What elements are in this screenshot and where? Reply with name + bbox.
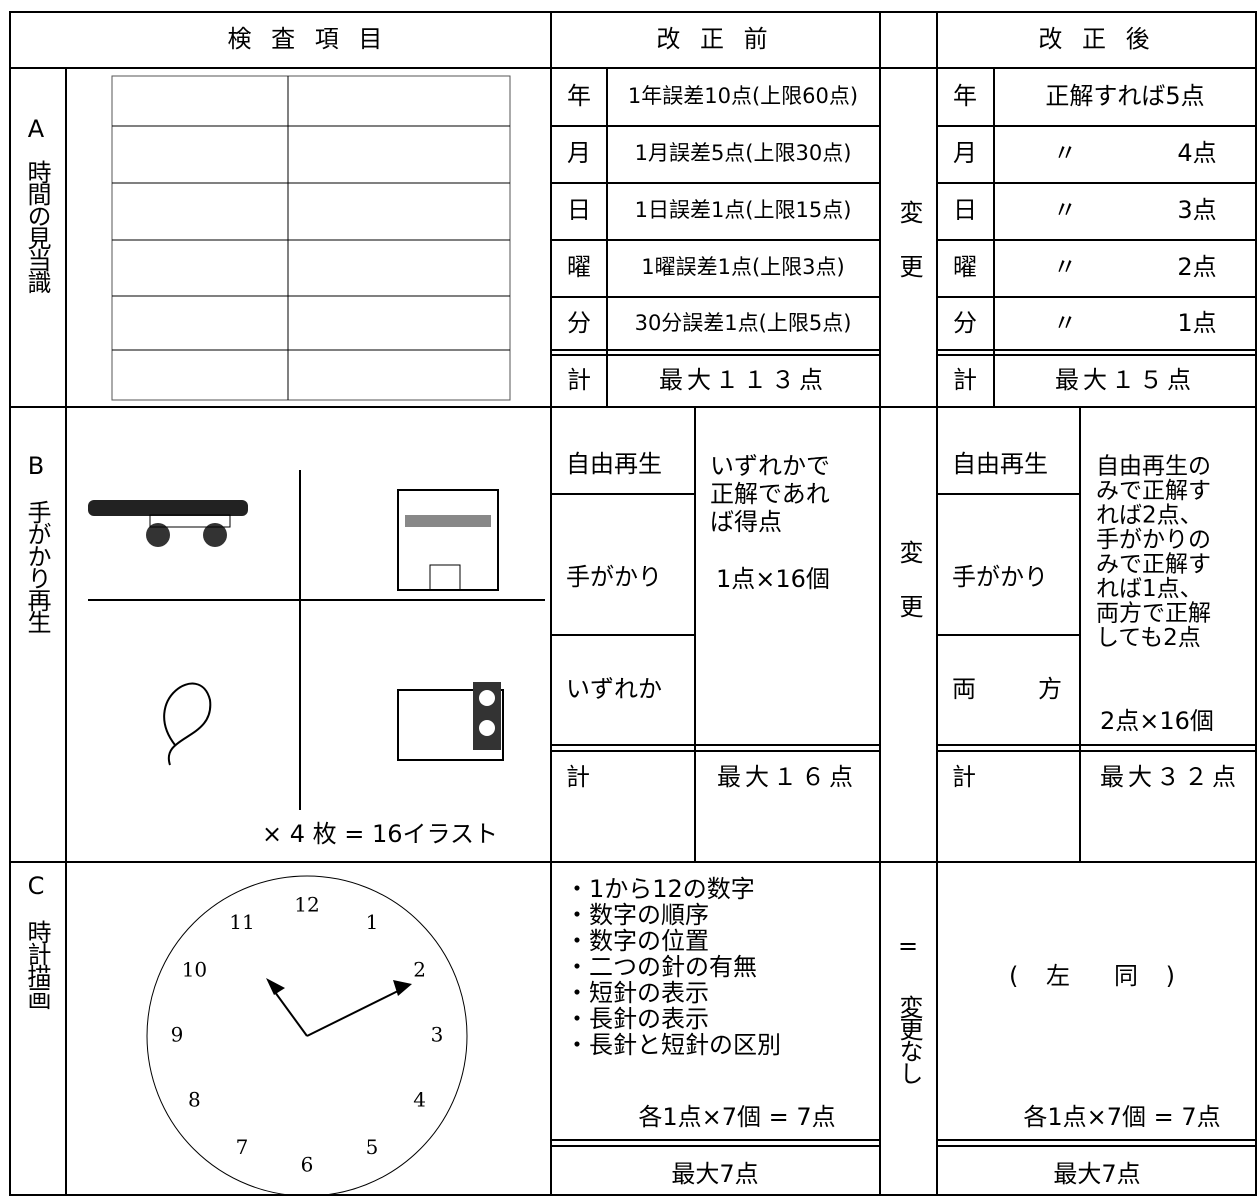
rule: しても2点 <box>1096 625 1201 651</box>
row-key: 年 <box>567 82 591 110</box>
rule: ば得点 <box>710 508 782 536</box>
row-key: 日 <box>567 196 591 224</box>
header: 検 査 項 目 <box>228 25 389 53</box>
ditto: 〃 <box>1053 309 1077 337</box>
section-label: C <box>28 872 45 900</box>
mode: いずれか <box>566 675 662 703</box>
row-text: 1点 <box>1177 309 1216 337</box>
clock-number: 8 <box>188 1088 201 1112</box>
total-text: 最大7点 <box>1053 1160 1140 1188</box>
criterion: ・数字の順序 <box>565 901 709 929</box>
row-key: 年 <box>953 82 977 110</box>
ditto: 〃 <box>1053 139 1077 167</box>
row-text: 4点 <box>1177 139 1216 167</box>
rule: 自由再生の <box>1096 454 1211 480</box>
clock-number: 4 <box>413 1088 426 1112</box>
criterion: ・短針の表示 <box>565 979 709 1007</box>
change-note: 変更なし <box>895 995 923 1084</box>
row-text: 30分誤差1点(上限5点) <box>635 311 852 335</box>
change-note: 変更 <box>895 540 923 648</box>
clock-number: 2 <box>413 958 426 982</box>
rule: 手がかりの <box>1096 527 1211 553</box>
illustrations <box>88 470 545 1196</box>
change-note: 変更 <box>895 200 923 308</box>
clock-number: 10 <box>182 958 207 982</box>
clock-number: 12 <box>294 893 319 917</box>
row-text: 1曜誤差1点(上限3点) <box>641 255 844 279</box>
total-key: 計 <box>567 366 591 394</box>
section-name: 時間の見当識 <box>23 160 51 294</box>
total-text: 最大１６点 <box>717 763 857 791</box>
rule: 正解であれ <box>710 480 830 508</box>
criterion: ・1から12の数字 <box>565 875 755 903</box>
rule: みで正解す <box>1096 478 1211 504</box>
unit: 2点×16個 <box>1100 707 1214 735</box>
total-text: 最大１１３点 <box>659 366 827 394</box>
header: 改 正 後 <box>1038 25 1155 53</box>
total-text: 最大7点 <box>671 1160 758 1188</box>
rule: いずれかで <box>710 452 830 480</box>
sum: 各1点×7個 = 7点 <box>638 1103 835 1131</box>
after-note: ( 左 同 ) <box>1009 962 1185 990</box>
row-text: 1年誤差10点(上限60点) <box>628 84 858 108</box>
section-name: 時計描画 <box>23 920 51 1010</box>
criterion: ・長針の表示 <box>565 1005 709 1033</box>
clock-number: 6 <box>301 1153 314 1177</box>
clock-number: 3 <box>431 1023 444 1047</box>
row-text: 3点 <box>1177 196 1216 224</box>
vertical-labels: 時間の見当識 手がかり再生 時計描画 変更 変更 変更なし <box>23 160 923 1084</box>
row-key: 曜 <box>567 253 591 281</box>
clock-number: 1 <box>366 910 379 934</box>
mode: 自由再生 <box>566 450 662 478</box>
mode: 手がかり <box>952 563 1048 591</box>
section-label: B <box>28 452 44 480</box>
grid <box>9 11 1257 1196</box>
mini-table-image <box>111 75 511 401</box>
row-key: 月 <box>953 139 977 167</box>
ditto: 〃 <box>1053 253 1077 281</box>
row-text: 2点 <box>1177 253 1216 281</box>
change-note: = <box>898 932 918 960</box>
total-key: 計 <box>566 763 590 791</box>
ditto: 〃 <box>1053 196 1077 224</box>
rule: れば1点、 <box>1096 576 1203 602</box>
criterion: ・数字の位置 <box>565 927 709 955</box>
criterion: ・長針と短針の区別 <box>565 1031 781 1059</box>
rule: みで正解す <box>1096 552 1211 578</box>
header: 改 正 前 <box>656 25 773 53</box>
mode: 手がかり <box>566 563 662 591</box>
row-text: 1日誤差1点(上限15点) <box>635 198 852 222</box>
section-label: A <box>28 115 45 143</box>
criterion: ・二つの針の有無 <box>565 953 757 981</box>
row-key: 分 <box>953 309 977 337</box>
clock-number: 11 <box>229 910 254 934</box>
total-key: 計 <box>953 366 977 394</box>
clock-number: 7 <box>236 1135 249 1159</box>
mode: 自由再生 <box>952 450 1048 478</box>
sum: 各1点×7個 = 7点 <box>1023 1103 1220 1131</box>
row-key: 曜 <box>953 253 977 281</box>
total-key: 計 <box>952 763 976 791</box>
section-name: 手がかり再生 <box>23 500 51 633</box>
rule: 両方で正解 <box>1096 601 1211 627</box>
row-text: 1月誤差5点(上限30点) <box>635 141 852 165</box>
row-text: 正解すれば5点 <box>1045 82 1204 110</box>
caption: × 4 枚 = 16イラスト <box>262 820 498 848</box>
mode: 両 方 <box>952 675 1062 703</box>
total-text: 最大１５点 <box>1055 366 1195 394</box>
row-key: 月 <box>567 139 591 167</box>
row-key: 日 <box>953 196 977 224</box>
row-key: 分 <box>567 309 591 337</box>
clock-number: 9 <box>171 1023 184 1047</box>
total-text: 最大３２点 <box>1100 763 1240 791</box>
rule: れば2点、 <box>1096 503 1203 529</box>
clock-number: 5 <box>366 1135 379 1159</box>
unit: 1点×16個 <box>716 565 830 593</box>
